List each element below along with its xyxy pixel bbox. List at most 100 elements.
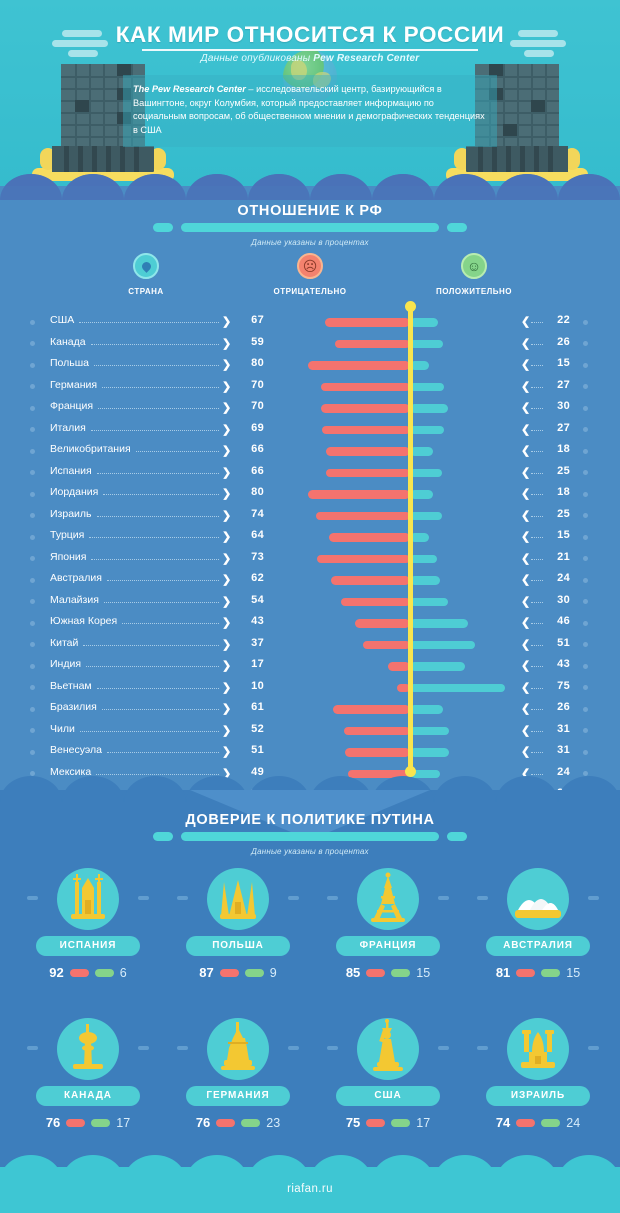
row-bullet-right [583, 534, 588, 540]
trust-card[interactable]: ГЕРМАНИЯ 76 23 [163, 1018, 313, 1130]
positive-bar [410, 511, 442, 520]
card-tick-left [477, 1046, 488, 1050]
country-label: Индия [50, 658, 82, 670]
row-bullet-left [30, 642, 35, 647]
positive-pill-icon [241, 1118, 261, 1127]
rule2-cap-left [153, 832, 173, 841]
negative-value: 66 [251, 443, 264, 455]
negative-pill-icon [219, 968, 239, 977]
row-bullet-right [583, 384, 588, 389]
trust-card[interactable]: АВСТРАЛИЯ 81 15 [463, 868, 613, 980]
positive-pill-icon [244, 968, 264, 977]
row-bullet-right [583, 341, 588, 346]
negative-value: 73 [251, 550, 264, 563]
chevron-right-icon: ❯ [222, 445, 232, 457]
chevron-right-icon: ❯ [222, 746, 232, 758]
row-bullet-left [30, 427, 35, 432]
page-title: КАК МИР ОТНОСИТСЯ К РОССИИ [115, 22, 505, 47]
positive-value: 18 [557, 486, 570, 498]
card-negative-value: 75 [345, 1115, 361, 1130]
trust-card[interactable]: ФРАНЦИЯ 85 15 [313, 868, 463, 980]
trust-card[interactable]: КАНАДА 76 17 [13, 1018, 163, 1130]
positive-value: 25 [557, 507, 570, 520]
positive-bar [410, 361, 430, 370]
leader-dots-right [531, 687, 543, 689]
country-label: Вьетнам [50, 679, 92, 692]
chevron-right-icon: ❯ [222, 359, 232, 371]
leader-dots [96, 687, 219, 689]
trust-card[interactable]: ИЗРАИЛЬ 74 24 [463, 1018, 613, 1130]
negative-value: 74 [251, 507, 264, 520]
positive-value: 31 [557, 722, 570, 735]
row-bullet-right [583, 405, 588, 411]
negative-pill-icon [516, 968, 536, 977]
positive-value: 26 [557, 701, 570, 713]
description-panel: The Pew Research Center – исследовательс… [123, 75, 497, 147]
card-negative-value: 87 [199, 965, 214, 980]
table-row: Япония ❯ 73 ❮ 21 [0, 549, 620, 571]
negative-pill-icon [366, 1118, 386, 1127]
positive-pill-icon [94, 968, 114, 977]
positive-bar [410, 769, 441, 778]
negative-bar [324, 318, 410, 327]
leader-dots [101, 709, 219, 710]
card-tick-left [27, 1046, 38, 1050]
table-row: Мексика ❯ 49 ❮ 24 [0, 764, 620, 786]
table-row: Канада ❯ 59 ❮ 26 [0, 334, 620, 356]
negative-bar [363, 640, 410, 649]
trust-card[interactable]: ИСПАНИЯ 92 6 [13, 868, 163, 980]
positive-value: 46 [557, 615, 570, 627]
chevron-right-icon: ❯ [222, 531, 232, 543]
negative-bar [388, 662, 410, 671]
leader-dots [102, 386, 219, 388]
card-negative-value: 85 [345, 965, 361, 980]
negative-bar [326, 447, 410, 456]
trust-card[interactable]: США 75 17 [313, 1018, 463, 1130]
chevron-left-icon: ❮ [521, 402, 531, 414]
row-bullet-left [30, 448, 35, 454]
statue-of-liberty-icon [357, 1018, 419, 1080]
chevron-right-icon: ❯ [222, 767, 232, 780]
positive-pill-icon [541, 1118, 561, 1127]
table-row: Испания ❯ 66 ❮ 25 [0, 463, 620, 485]
map-pin-icon [133, 253, 159, 279]
card-tick-right [588, 1046, 599, 1050]
positive-bar [410, 447, 433, 456]
card-tick-right [288, 896, 299, 900]
negative-value: 62 [251, 572, 264, 584]
chevron-right-icon: ❯ [222, 552, 232, 565]
leader-dots [90, 429, 219, 431]
negative-value: 80 [251, 357, 264, 369]
chevron-left-icon: ❮ [521, 531, 531, 543]
positive-value: 22 [557, 314, 570, 326]
legend-label-negative: ОТРИЦАТЕЛЬНО [273, 287, 347, 296]
attitude-chart: США ❯ 67 ❮ 22 Канада ❯ 59 ❮ 26 Польша ❯ 80 ❮ 15 Германи… [0, 300, 620, 909]
card-tick-left [327, 1046, 338, 1050]
table-row: Германия ❯ 70 ❮ 27 [0, 377, 620, 399]
leader-dots [89, 537, 219, 538]
row-bullet-left [30, 685, 35, 690]
chevron-left-icon: ❮ [521, 574, 531, 586]
positive-pill-icon [391, 1118, 411, 1127]
negative-bar [343, 726, 410, 735]
country-label: Великобритания [50, 443, 131, 455]
section1-rule [0, 223, 620, 232]
eiffel-tower-icon [357, 868, 419, 930]
trust-card[interactable]: ПОЛЬША 87 9 [163, 868, 313, 980]
negative-bar [317, 554, 410, 563]
country-label: Мексика [50, 765, 92, 778]
section2-subtitle: Данные указаны в процентах [251, 847, 369, 856]
leader-dots [94, 365, 219, 366]
table-row: Австралия ❯ 62 ❮ 24 [0, 570, 620, 592]
bush-icon-left-b [150, 148, 166, 170]
card-country-label: США [336, 1086, 440, 1106]
negative-bar [308, 490, 410, 499]
chevron-right-icon: ❯ [222, 423, 232, 436]
chevron-right-icon: ❯ [222, 466, 232, 479]
sydney-opera-icon [507, 868, 569, 930]
negative-bar [308, 361, 410, 370]
axis-cap-bottom [405, 766, 416, 777]
axis-cap-top [405, 301, 416, 312]
table-row: Индия ❯ 17 ❮ 43 [0, 656, 620, 678]
footer-site-link[interactable]: riafan.ru [287, 1183, 333, 1195]
